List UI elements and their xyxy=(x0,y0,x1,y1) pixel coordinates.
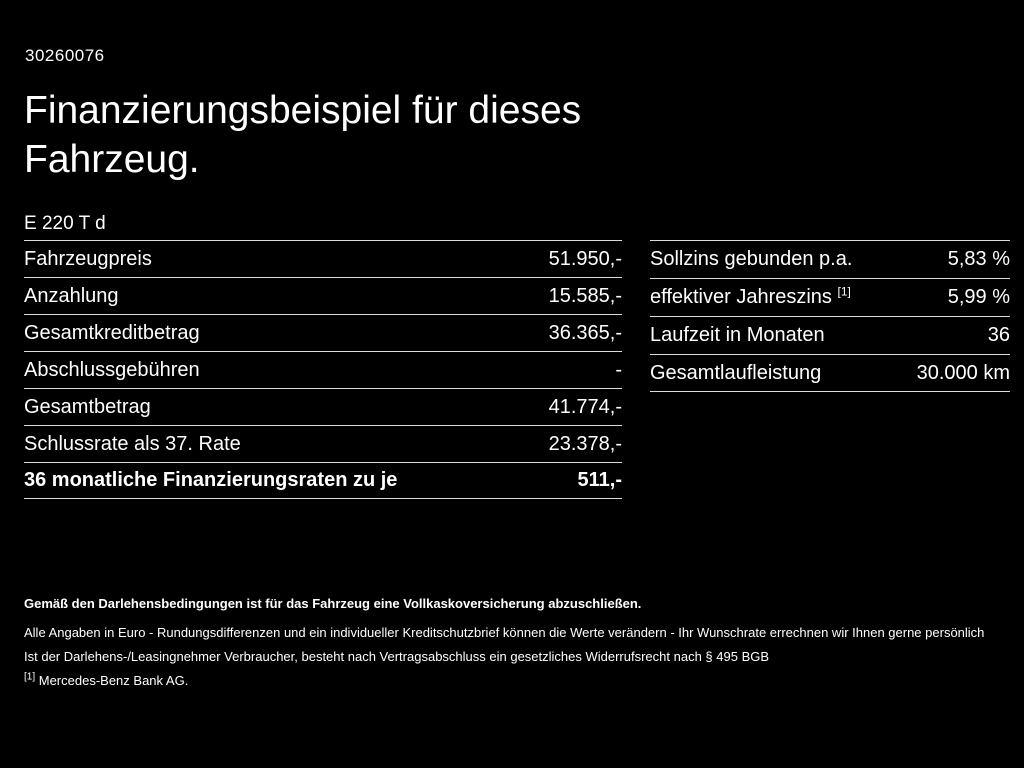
row-value: - xyxy=(615,358,622,381)
table-row-effektiver-jahreszins: effektiver Jahreszins [1] 5,99 % xyxy=(650,278,1010,316)
footer-disclaimer-2: Ist der Darlehens-/Leasingnehmer Verbrau… xyxy=(24,649,770,664)
table-row-gesamtlaufleistung: Gesamtlaufleistung 30.000 km xyxy=(650,354,1010,392)
table-row-gesamtbetrag: Gesamtbetrag 41.774,- xyxy=(24,388,622,425)
row-value: 15.585,- xyxy=(548,284,622,307)
footer-disclaimer-1: Alle Angaben in Euro - Rundungsdifferenz… xyxy=(24,625,985,640)
row-value: 36 xyxy=(987,324,1010,346)
row-label: effektiver Jahreszins [1] xyxy=(650,284,851,309)
table-row-laufzeit: Laufzeit in Monaten 36 xyxy=(650,316,1010,354)
row-label: Sollzins gebunden p.a. xyxy=(650,248,853,270)
row-value: 30.000 km xyxy=(916,361,1010,384)
vehicle-model: E 220 T d xyxy=(24,213,106,234)
row-value: 51.950,- xyxy=(548,247,622,270)
footnote-marker: [1] xyxy=(24,671,36,683)
table-row-fahrzeugpreis: Fahrzeugpreis 51.950,- xyxy=(24,240,622,277)
row-value: 36.365,- xyxy=(548,321,622,344)
page-title-line2: Fahrzeug. xyxy=(24,138,200,181)
row-value: 511,- xyxy=(577,469,622,491)
row-label: Abschlussgebühren xyxy=(24,358,200,381)
row-label: Gesamtlaufleistung xyxy=(650,361,822,384)
row-label: Schlussrate als 37. Rate xyxy=(24,432,241,455)
conditions-table: Sollzins gebunden p.a. 5,83 % effektiver… xyxy=(650,240,1010,392)
table-row-monatsrate: 36 monatliche Finanzierungsraten zu je 5… xyxy=(24,462,622,499)
row-value: 41.774,- xyxy=(548,395,622,418)
row-label: Anzahlung xyxy=(24,284,119,307)
row-label: 36 monatliche Finanzierungsraten zu je xyxy=(24,469,398,491)
row-label: Laufzeit in Monaten xyxy=(650,324,825,346)
row-label-text: effektiver Jahreszins xyxy=(650,286,832,308)
document-id: 30260076 xyxy=(25,46,105,65)
footer-insurance-note: Gemäß den Darlehensbedingungen ist für d… xyxy=(24,596,642,611)
table-row-schlussrate: Schlussrate als 37. Rate 23.378,- xyxy=(24,425,622,462)
table-row-anzahlung: Anzahlung 15.585,- xyxy=(24,277,622,314)
table-row-gesamtkreditbetrag: Gesamtkreditbetrag 36.365,- xyxy=(24,314,622,351)
row-value: 5,99 % xyxy=(947,286,1010,308)
footnote-text: Mercedes-Benz Bank AG. xyxy=(38,673,189,688)
footer-footnote: [1] Mercedes-Benz Bank AG. xyxy=(24,671,1002,689)
table-row-abschlussgebuehren: Abschlussgebühren - xyxy=(24,351,622,388)
row-label: Fahrzeugpreis xyxy=(24,247,152,270)
table-row-sollzins: Sollzins gebunden p.a. 5,83 % xyxy=(650,240,1010,278)
row-label: Gesamtbetrag xyxy=(24,395,151,418)
footer-notes: Gemäß den Darlehensbedingungen ist für d… xyxy=(24,596,1002,697)
page-title-line1: Finanzierungsbeispiel für dieses xyxy=(24,89,582,132)
row-value: 23.378,- xyxy=(548,432,622,455)
footnote-reference: [1] xyxy=(837,284,851,299)
financing-table: Fahrzeugpreis 51.950,- Anzahlung 15.585,… xyxy=(24,240,622,499)
row-value: 5,83 % xyxy=(947,248,1010,270)
row-label: Gesamtkreditbetrag xyxy=(24,321,200,344)
page-title: Finanzierungsbeispiel für dieses Fahrzeug… xyxy=(24,86,581,184)
